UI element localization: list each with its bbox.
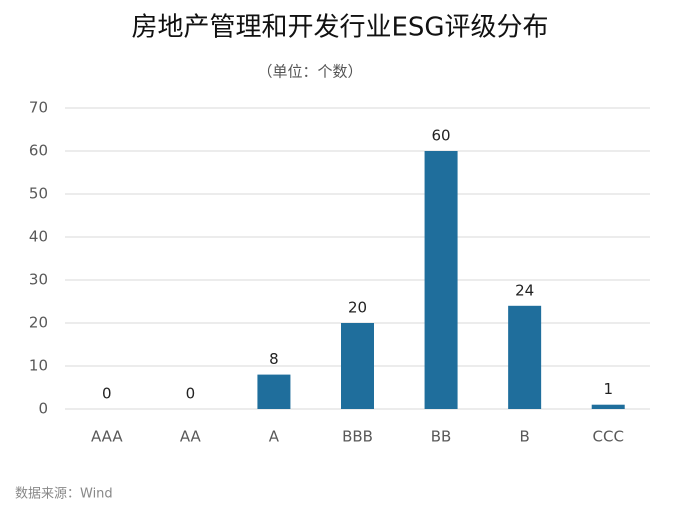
value-label: 0: [102, 385, 112, 403]
y-tick-label: 50: [29, 185, 48, 203]
x-tick-label: BBB: [342, 428, 373, 446]
value-label: 20: [348, 299, 367, 317]
bar: [591, 404, 625, 409]
value-label: 0: [186, 385, 196, 403]
x-tick-label: AA: [180, 428, 202, 446]
y-tick-label: 70: [29, 99, 48, 117]
y-tick-label: 20: [29, 314, 48, 332]
value-label: 8: [269, 350, 279, 368]
source-note: 数据来源：Wind: [15, 487, 113, 502]
x-tick-label: A: [269, 428, 280, 446]
chart-subtitle: （单位：个数）: [257, 63, 362, 81]
y-tick-label: 60: [29, 142, 48, 160]
value-label: 60: [432, 127, 451, 145]
y-tick-label: 30: [29, 271, 48, 289]
x-tick-label: BB: [431, 428, 452, 446]
value-label: 1: [603, 380, 613, 398]
chart-title: 房地产管理和开发行业ESG评级分布: [131, 13, 548, 43]
bar: [341, 323, 374, 409]
y-tick-label: 10: [29, 357, 48, 375]
x-tick-label: AAA: [91, 428, 123, 446]
y-tick-label: 0: [38, 400, 48, 418]
value-label: 24: [515, 281, 534, 299]
bar: [257, 374, 291, 409]
y-tick-label: 40: [29, 228, 48, 246]
x-tick-label: B: [519, 428, 529, 446]
bar: [508, 305, 542, 409]
bar: [424, 151, 458, 409]
x-tick-label: CCC: [593, 428, 624, 446]
